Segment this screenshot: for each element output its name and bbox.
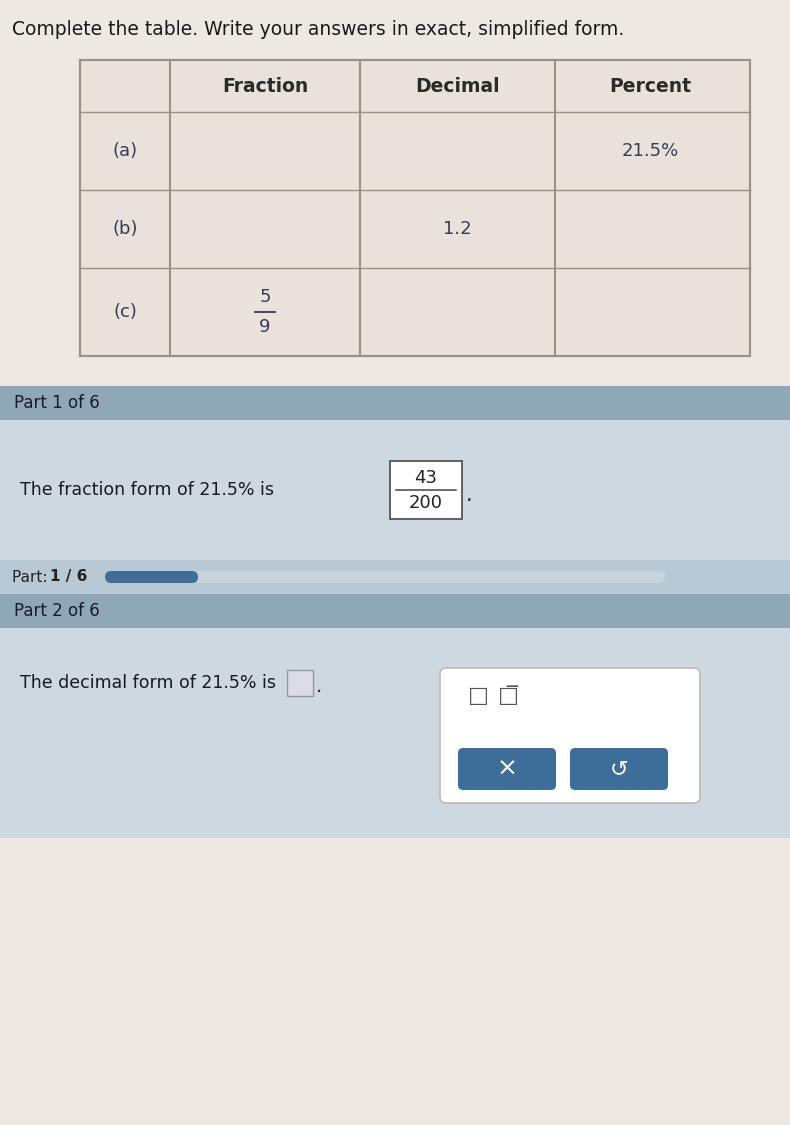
- Text: The fraction form of 21.5% is: The fraction form of 21.5% is: [20, 482, 274, 500]
- Text: 1.2: 1.2: [443, 220, 472, 238]
- FancyBboxPatch shape: [105, 572, 198, 583]
- Text: Part 1 of 6: Part 1 of 6: [14, 394, 100, 412]
- Text: .: .: [466, 485, 472, 505]
- FancyBboxPatch shape: [105, 572, 665, 583]
- Text: Fraction: Fraction: [222, 76, 308, 96]
- Text: (b): (b): [112, 220, 137, 238]
- Text: (c): (c): [113, 303, 137, 321]
- Text: 200: 200: [409, 494, 443, 512]
- FancyBboxPatch shape: [458, 748, 556, 790]
- Bar: [0, 560, 790, 594]
- Bar: [0, 386, 790, 420]
- Bar: [390, 461, 462, 519]
- Text: 21.5%: 21.5%: [622, 142, 679, 160]
- Bar: [287, 670, 313, 696]
- Text: Part 2 of 6: Part 2 of 6: [14, 602, 100, 620]
- Text: □̅: □̅: [498, 686, 518, 706]
- Text: ×: ×: [496, 757, 517, 781]
- Text: Complete the table. Write your answers in exact, simplified form.: Complete the table. Write your answers i…: [12, 20, 624, 39]
- Text: 9: 9: [259, 318, 271, 336]
- Text: Decimal: Decimal: [416, 76, 500, 96]
- Text: Part:: Part:: [12, 569, 52, 585]
- Text: (a): (a): [112, 142, 137, 160]
- FancyBboxPatch shape: [570, 748, 668, 790]
- Text: 5: 5: [259, 288, 271, 306]
- Text: The decimal form of 21.5% is: The decimal form of 21.5% is: [20, 674, 276, 692]
- FancyBboxPatch shape: [440, 668, 700, 803]
- Text: □: □: [468, 686, 488, 706]
- Bar: [80, 60, 750, 356]
- Text: 1 / 6: 1 / 6: [50, 569, 88, 585]
- Bar: [0, 594, 790, 628]
- Text: ↺: ↺: [610, 759, 628, 778]
- Text: .: .: [316, 677, 322, 696]
- Text: Percent: Percent: [609, 76, 691, 96]
- Text: 43: 43: [415, 469, 438, 487]
- Bar: [0, 420, 790, 560]
- Bar: [0, 628, 790, 838]
